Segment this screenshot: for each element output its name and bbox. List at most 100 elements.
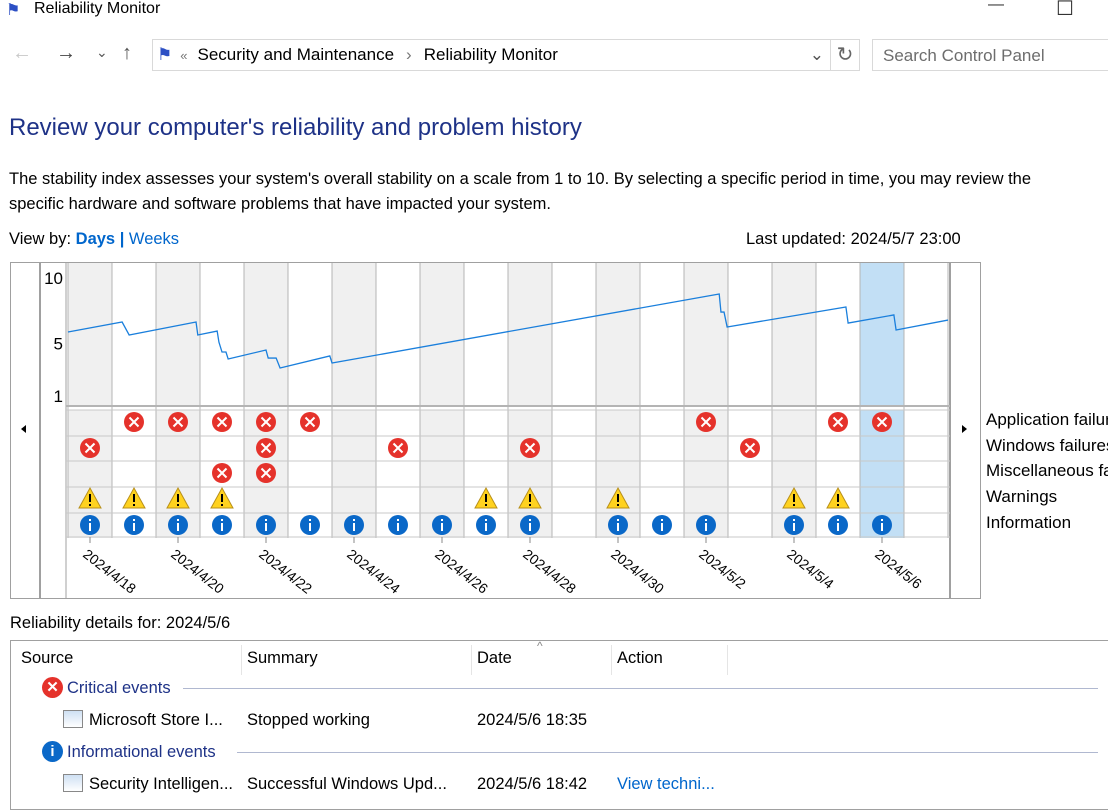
info-event-icon[interactable]	[520, 515, 540, 535]
day-column[interactable]	[420, 263, 464, 406]
warning-mark	[177, 494, 179, 502]
breadcrumb-reliability-monitor[interactable]: Reliability Monitor	[423, 45, 558, 64]
info-event-icon[interactable]	[212, 515, 232, 535]
error-event-icon[interactable]	[696, 412, 716, 432]
row-date[interactable]: 2024/5/6 18:42	[477, 775, 588, 793]
column-divider[interactable]	[727, 645, 728, 675]
view-technical-details-link[interactable]: View techni...	[617, 775, 715, 793]
day-column[interactable]	[728, 263, 772, 406]
day-column[interactable]	[464, 263, 508, 406]
warning-event-icon[interactable]	[782, 486, 806, 509]
row-source[interactable]: Microsoft Store I...	[89, 711, 223, 729]
error-event-icon[interactable]	[124, 412, 144, 432]
row-summary[interactable]: Stopped working	[247, 711, 370, 729]
error-event-icon[interactable]	[740, 438, 760, 458]
error-event-icon[interactable]	[256, 412, 276, 432]
day-column[interactable]	[376, 263, 420, 406]
search-input[interactable]: Search Control Panel	[872, 39, 1108, 71]
column-source[interactable]: Source	[21, 649, 74, 667]
warning-event-icon[interactable]	[518, 486, 542, 509]
day-column[interactable]	[288, 263, 332, 406]
view-weeks-link[interactable]: Weeks	[128, 230, 180, 248]
error-event-icon[interactable]	[256, 463, 276, 483]
group-informational-events[interactable]: Informational events	[67, 743, 216, 761]
info-event-icon[interactable]	[432, 515, 452, 535]
error-event-icon[interactable]	[212, 412, 232, 432]
day-column[interactable]	[332, 263, 376, 406]
day-column[interactable]	[552, 263, 596, 406]
info-event-icon[interactable]	[608, 515, 628, 535]
day-column[interactable]	[244, 263, 288, 406]
row-source[interactable]: Security Intelligen...	[89, 775, 233, 793]
column-action[interactable]: Action	[617, 649, 663, 667]
info-event-icon[interactable]	[872, 515, 892, 535]
error-event-icon[interactable]	[300, 412, 320, 432]
column-divider[interactable]	[241, 645, 242, 675]
day-column[interactable]	[68, 263, 112, 406]
info-icon: i	[42, 741, 63, 762]
column-divider[interactable]	[611, 645, 612, 675]
warning-event-icon[interactable]	[210, 486, 234, 509]
breadcrumb-overflow[interactable]: «	[180, 47, 188, 63]
error-event-icon[interactable]	[520, 438, 540, 458]
info-event-icon[interactable]	[300, 515, 320, 535]
day-column[interactable]	[640, 263, 684, 406]
back-button[interactable]: ←	[12, 42, 32, 64]
scroll-right-icon[interactable]	[962, 425, 967, 433]
minimize-button[interactable]: —	[988, 0, 1004, 13]
warning-event-icon[interactable]	[122, 486, 146, 509]
warning-event-icon[interactable]	[474, 486, 498, 509]
error-event-icon[interactable]	[80, 438, 100, 458]
breadcrumb-security-and-maintenance[interactable]: Security and Maintenance	[197, 45, 395, 64]
info-event-icon[interactable]	[124, 515, 144, 535]
error-event-icon[interactable]	[872, 412, 892, 432]
address-bar[interactable]: ⚑ « Security and Maintenance › Reliabili…	[152, 39, 830, 71]
day-column[interactable]	[200, 263, 244, 406]
info-mark	[837, 519, 839, 521]
scroll-left-icon[interactable]	[21, 425, 26, 433]
column-divider[interactable]	[471, 645, 472, 675]
day-column[interactable]	[860, 263, 904, 406]
warning-event-icon[interactable]	[166, 486, 190, 509]
day-column[interactable]	[156, 263, 200, 406]
warning-event-icon[interactable]	[78, 486, 102, 509]
row-summary[interactable]: Successful Windows Upd...	[247, 775, 447, 793]
row-date[interactable]: 2024/5/6 18:35	[477, 711, 588, 729]
up-button[interactable]: ↑	[122, 42, 132, 64]
day-column[interactable]	[684, 263, 728, 406]
column-summary[interactable]: Summary	[247, 649, 318, 667]
info-event-icon[interactable]	[168, 515, 188, 535]
error-x	[216, 467, 228, 479]
info-event-icon[interactable]	[828, 515, 848, 535]
maximize-button[interactable]: ☐	[1056, 0, 1074, 20]
warning-event-icon[interactable]	[826, 486, 850, 509]
info-event-icon[interactable]	[256, 515, 276, 535]
view-days-link[interactable]: Days	[75, 230, 116, 248]
info-event-icon[interactable]	[344, 515, 364, 535]
recent-locations-button[interactable]: ⌄	[96, 44, 108, 60]
reliability-chart[interactable]	[10, 262, 981, 599]
forward-button[interactable]: →	[56, 42, 76, 64]
refresh-button[interactable]: ↻	[830, 39, 860, 71]
day-column[interactable]	[508, 263, 552, 406]
info-event-icon[interactable]	[784, 515, 804, 535]
error-event-icon[interactable]	[828, 412, 848, 432]
info-event-icon[interactable]	[696, 515, 716, 535]
column-date[interactable]: Date	[477, 649, 512, 667]
error-event-icon[interactable]	[212, 463, 232, 483]
day-column[interactable]	[904, 263, 948, 406]
info-event-icon[interactable]	[388, 515, 408, 535]
info-event-icon[interactable]	[476, 515, 496, 535]
error-event-icon[interactable]	[388, 438, 408, 458]
day-column[interactable]	[816, 263, 860, 406]
error-event-icon[interactable]	[168, 412, 188, 432]
group-critical-events[interactable]: Critical events	[67, 679, 171, 697]
day-column[interactable]	[596, 263, 640, 406]
warning-event-icon[interactable]	[606, 486, 630, 509]
error-event-icon[interactable]	[256, 438, 276, 458]
day-column[interactable]	[772, 263, 816, 406]
info-event-icon[interactable]	[80, 515, 100, 535]
address-dropdown-button[interactable]: ⌄	[809, 45, 824, 64]
info-event-icon[interactable]	[652, 515, 672, 535]
last-updated: Last updated: 2024/5/7 23:00	[746, 230, 961, 248]
